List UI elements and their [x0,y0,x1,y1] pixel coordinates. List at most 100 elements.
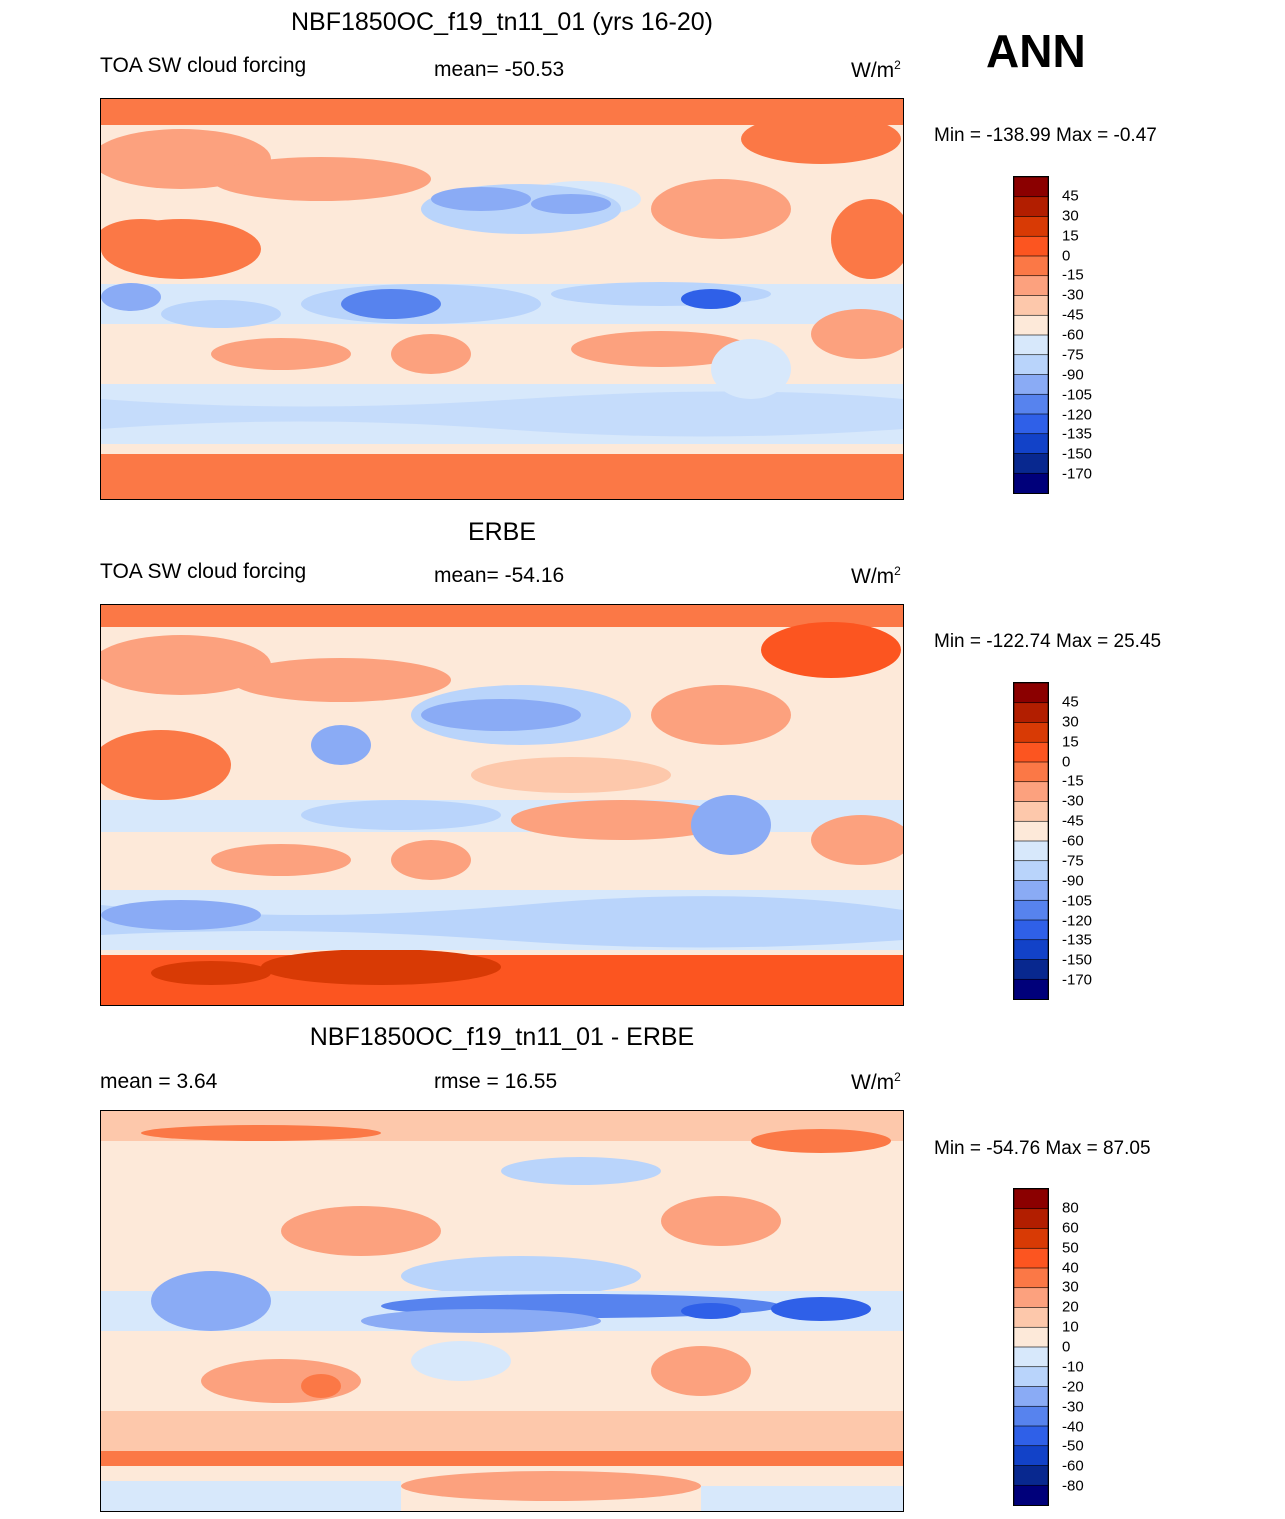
panel-3-colorbar-swatches [1014,1189,1048,1505]
colorbar-tick-label: 20 [1062,1298,1079,1316]
colorbar-swatch [1014,472,1048,493]
colorbar-swatch [1014,939,1048,961]
colorbar-tick-label: -120 [1062,406,1093,423]
season-label: ANN [986,25,1086,77]
colorbar-tick-label: -30 [1062,286,1084,304]
colorbar-swatch [1014,393,1048,415]
panel-3-title: NBF1850OC_f19_tn11_01 - ERBE [309,1023,695,1051]
panel-1-units: W/m2 [851,58,901,82]
colorbar-swatch [1014,1465,1048,1487]
colorbar-swatch [1014,374,1048,396]
panel-1-map [100,98,904,500]
colorbar-swatch [1014,880,1048,902]
colorbar-tick-label: -150 [1062,445,1093,463]
colorbar-swatch [1014,334,1048,356]
colorbar-tick-label: 30 [1062,207,1079,225]
colorbar-tick-label: -80 [1062,1477,1084,1495]
colorbar-swatch [1014,761,1048,783]
colorbar-tick-label: -15 [1062,266,1084,284]
colorbar-swatch [1014,413,1048,435]
panel-2-map [100,604,904,1006]
colorbar-swatch [1014,702,1048,724]
colorbar-tick-label: 15 [1062,227,1079,245]
panel-1-minmax: Min = -138.99 Max = -0.47 [934,125,1157,146]
colorbar-tick-label: -75 [1062,852,1084,870]
colorbar-tick-label: 10 [1062,1318,1079,1336]
colorbar-tick-label: 15 [1062,733,1079,751]
panel-2-title: ERBE [467,518,537,546]
colorbar-tick-label: -10 [1062,1358,1084,1376]
colorbar-swatch [1014,1346,1048,1368]
panel-3-colorbar [1013,1188,1049,1506]
colorbar-swatch [1014,295,1048,317]
colorbar-swatch [1014,216,1048,238]
panel-2-colorbar-swatches [1014,683,1048,999]
colorbar-swatch [1014,235,1048,257]
colorbar-swatch [1014,781,1048,803]
colorbar-swatch [1014,1208,1048,1230]
panel-3-rmse-label: rmse = 16.55 [434,1070,558,1093]
colorbar-swatch [1014,801,1048,823]
colorbar-tick-label: -170 [1062,971,1093,989]
colorbar-swatch [1014,1386,1048,1408]
colorbar-tick-label: 50 [1062,1239,1079,1257]
colorbar-tick-label: -30 [1062,792,1084,810]
colorbar-tick-label: 60 [1062,1219,1079,1237]
panel-1-title: NBF1850OC_f19_tn11_01 (yrs 16-20) [291,8,713,36]
colorbar-tick-label: -20 [1062,1378,1084,1396]
colorbar-tick-label: -50 [1062,1437,1084,1455]
colorbar-swatch [1014,1425,1048,1447]
colorbar-swatch [1014,196,1048,218]
panel-3-minmax: Min = -54.76 Max = 87.05 [934,1138,1151,1159]
panel-3-mean-label: mean = 3.64 [100,1070,218,1093]
colorbar-tick-label: 80 [1062,1199,1079,1217]
colorbar-swatch [1014,1267,1048,1289]
colorbar-swatch [1014,1405,1048,1427]
panel-1-colorbar-swatches [1014,177,1048,493]
colorbar-swatch [1014,275,1048,297]
colorbar-swatch [1014,1247,1048,1269]
colorbar-tick-label: -90 [1062,366,1084,384]
colorbar-swatch [1014,1228,1048,1250]
colorbar-swatch [1014,1366,1048,1388]
colorbar-tick-label: 40 [1062,1259,1079,1276]
colorbar-tick-label: -60 [1062,326,1084,344]
colorbar-tick-label: -105 [1062,892,1093,910]
colorbar-tick-label: -135 [1062,425,1093,443]
colorbar-swatch [1014,433,1048,455]
colorbar-tick-label: 30 [1062,1278,1079,1296]
panel-3-map [100,1110,904,1512]
colorbar-swatch [1014,1326,1048,1348]
colorbar-swatch [1014,177,1048,198]
panel-2-left-label: TOA SW cloud forcing [100,560,307,583]
colorbar-tick-label: 0 [1062,247,1071,264]
colorbar-swatch [1014,919,1048,941]
colorbar-swatch [1014,1287,1048,1309]
colorbar-tick-label: 45 [1062,187,1079,205]
colorbar-swatch [1014,314,1048,336]
colorbar-tick-label: -60 [1062,1457,1084,1475]
colorbar-tick-label: -170 [1062,465,1093,483]
colorbar-tick-label: -45 [1062,306,1084,324]
colorbar-tick-label: -15 [1062,772,1084,790]
colorbar-tick-label: 45 [1062,693,1079,711]
panel-1-mean-label: mean= -50.53 [434,58,565,81]
panel-1-colorbar [1013,176,1049,494]
colorbar-swatch [1014,1307,1048,1329]
colorbar-swatch [1014,453,1048,475]
colorbar-tick-label: 0 [1062,1338,1071,1356]
panel-2-minmax: Min = -122.74 Max = 25.45 [934,631,1162,652]
panel-2-mean-label: mean= -54.16 [434,564,565,587]
colorbar-tick-label: -30 [1062,1398,1084,1416]
colorbar-swatch [1014,683,1048,704]
colorbar-tick-label: -40 [1062,1418,1084,1435]
colorbar-swatch [1014,1484,1048,1505]
colorbar-swatch [1014,820,1048,842]
colorbar-tick-label: -135 [1062,931,1093,949]
colorbar-tick-label: -90 [1062,872,1084,890]
colorbar-tick-label: -105 [1062,386,1093,404]
colorbar-swatch [1014,354,1048,376]
panel-3-units: W/m2 [851,1070,901,1094]
colorbar-swatch [1014,978,1048,999]
colorbar-tick-label: -45 [1062,812,1084,830]
